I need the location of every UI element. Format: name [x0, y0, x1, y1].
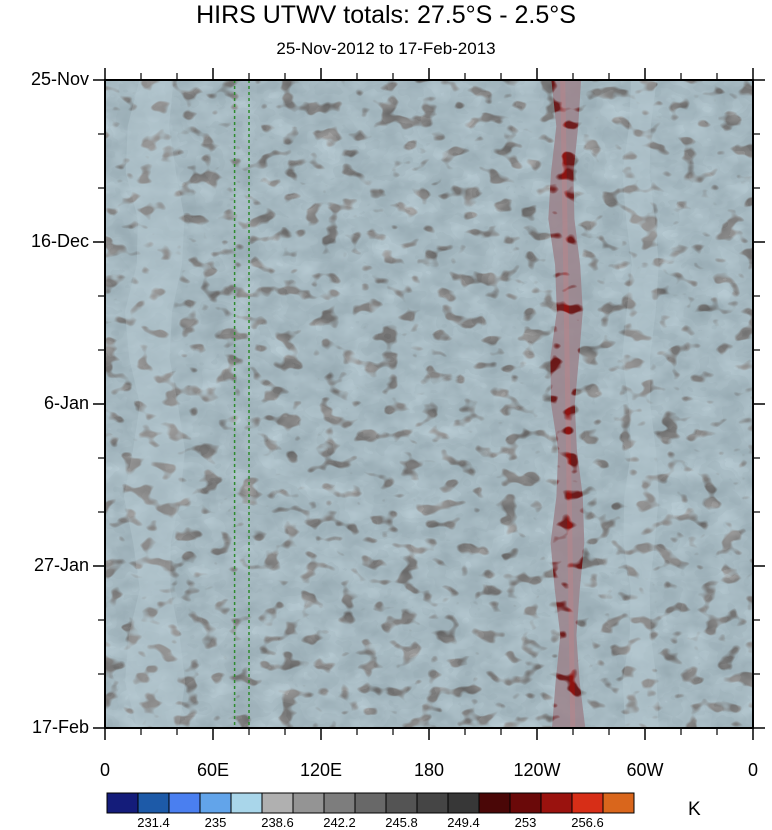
x-tick-label: 60W [626, 760, 664, 780]
x-tick-label: 0 [747, 760, 758, 780]
moist-blob-texture [105, 80, 753, 728]
y-tick-label: 17-Feb [31, 717, 89, 737]
colorbar-swatch [478, 792, 511, 814]
colorbar-swatch [261, 792, 294, 814]
colorbar-swatch [137, 792, 170, 814]
colorbar-label: 253 [514, 815, 537, 830]
colorbar-label: 231.4 [137, 815, 170, 830]
colorbar-swatch [323, 792, 356, 814]
x-tick-label: 180 [413, 760, 445, 780]
colorbar-label: 249.4 [447, 815, 480, 830]
x-tick-label: 120W [513, 760, 561, 780]
colorbar-swatch [354, 792, 387, 814]
chart-title: HIRS UTWV totals: 27.5°S - 2.5°S [196, 1, 576, 29]
colorbar-swatch [540, 792, 573, 814]
x-tick-label: 120E [299, 760, 343, 780]
y-tick-label: 27-Jan [33, 555, 89, 575]
x-tick-label: 60E [196, 760, 230, 780]
colorbar-swatch [292, 792, 325, 814]
colorbar-swatch [416, 792, 449, 814]
chart-subtitle: 25-Nov-2012 to 17-Feb-2013 [276, 39, 496, 58]
colorbar-unit: K [688, 799, 701, 820]
colorbar-label: 245.8 [385, 815, 418, 830]
colorbar-swatch [168, 792, 201, 814]
colorbar-swatch [385, 792, 418, 814]
colorbar-label: 256.6 [571, 815, 604, 830]
y-tick-label: 16-Dec [30, 231, 89, 251]
colorbar-swatch [199, 792, 232, 814]
colorbar-label: 242.2 [323, 815, 356, 830]
colorbar-swatch [509, 792, 542, 814]
colorbar-swatch [106, 792, 139, 814]
x-tick-label: 0 [99, 760, 110, 780]
colorbar-swatch [571, 792, 604, 814]
colorbar-label: 235 [204, 815, 227, 830]
colorbar-swatch [447, 792, 480, 814]
y-tick-label: 6-Jan [43, 393, 89, 413]
y-tick-label: 25-Nov [30, 69, 89, 89]
colorbar-swatch [230, 792, 263, 814]
colorbar-swatch [602, 792, 635, 814]
colorbar-label: 238.6 [261, 815, 294, 830]
